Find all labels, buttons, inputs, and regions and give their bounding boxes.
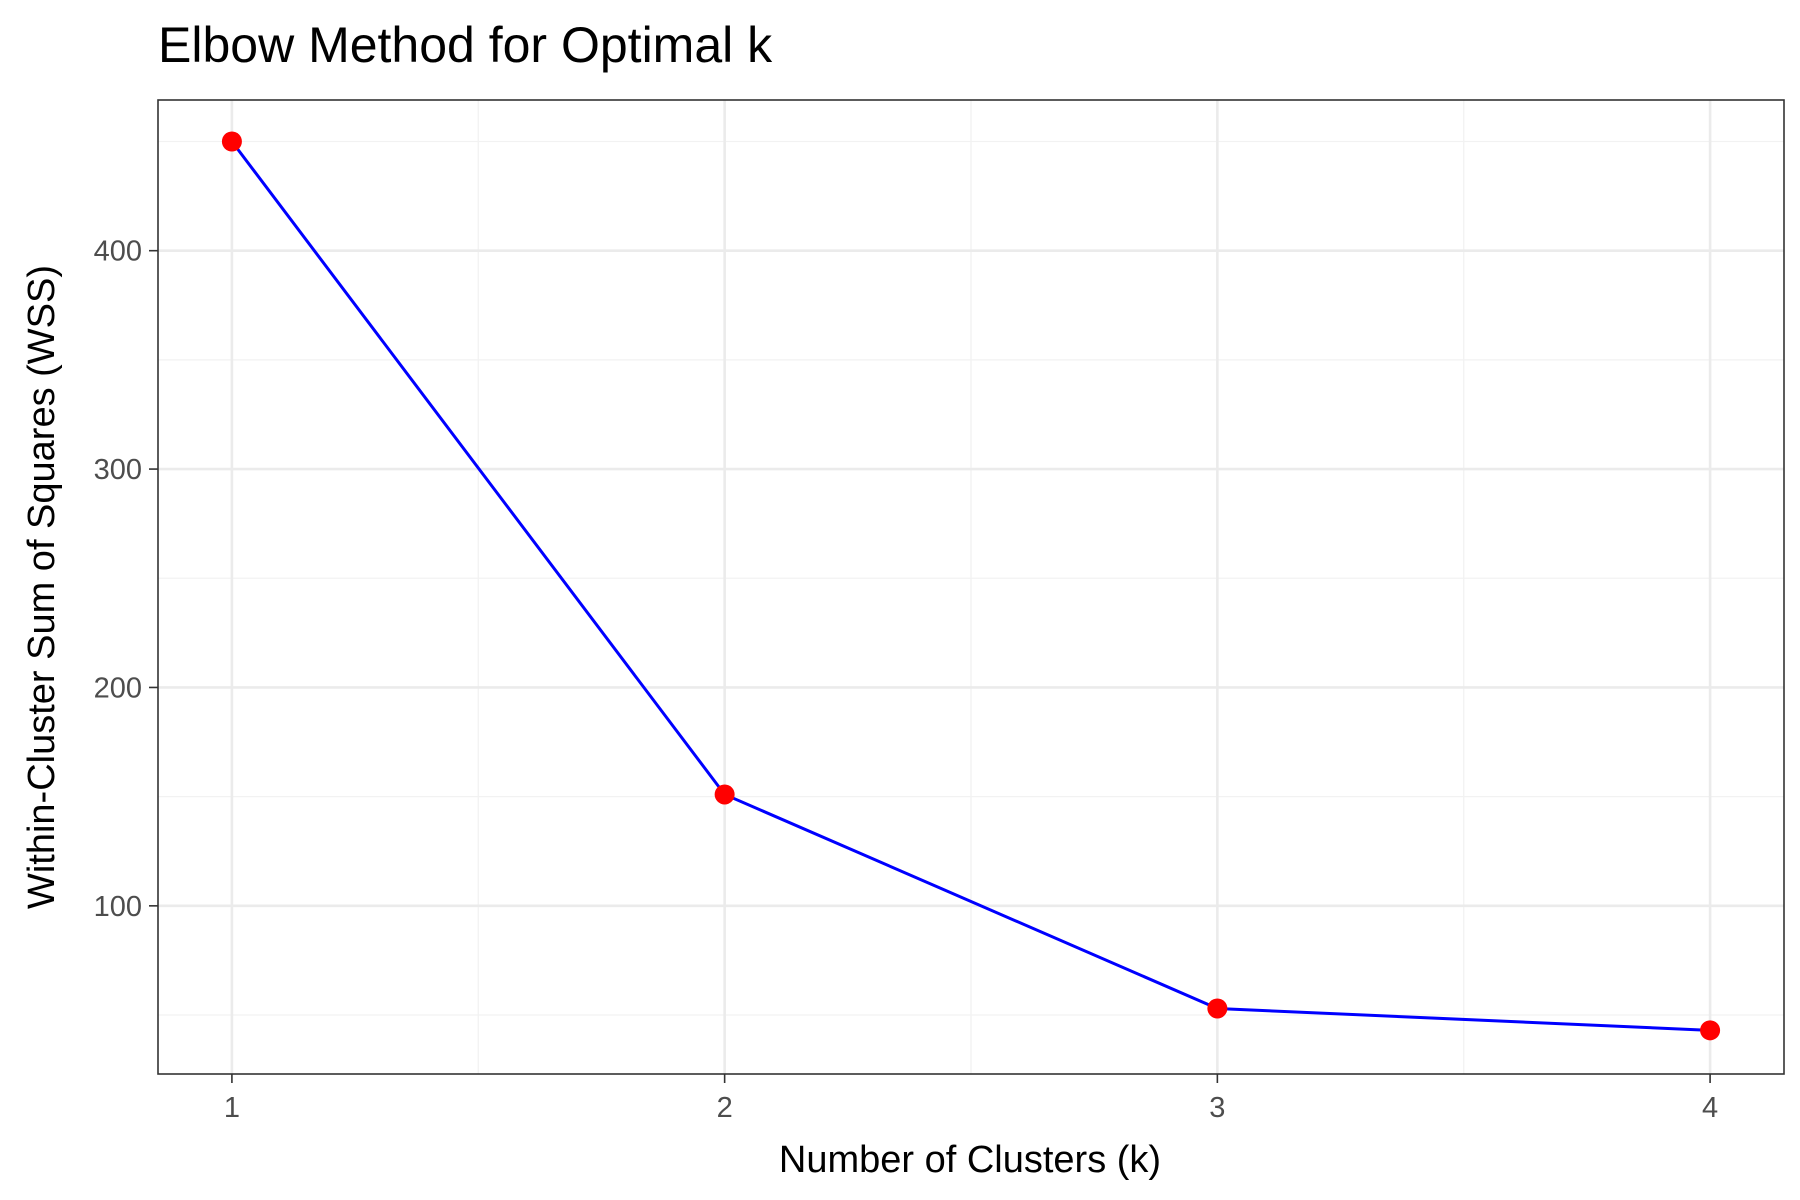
x-tick-label: 4 (1702, 1092, 1718, 1124)
wss-series-line (230, 140, 1711, 1032)
y-axis: 100 200 300 400 (94, 236, 158, 923)
x-axis-title: Number of Clusters (k) (779, 1139, 1161, 1181)
wss-data-points (221, 131, 1721, 1041)
minor-gridlines (158, 100, 1784, 1074)
x-tick-label: 3 (1209, 1092, 1225, 1124)
major-gridlines (158, 100, 1784, 1074)
x-axis: 1 2 3 4 (224, 1074, 1718, 1124)
y-axis-title: Within-Cluster Sum of Squares (WSS) (21, 265, 63, 909)
data-point (221, 131, 242, 152)
y-tick-label: 300 (94, 454, 142, 486)
plot-panel-border (157, 99, 1785, 1075)
data-point (1700, 1020, 1721, 1041)
x-tick-label: 2 (717, 1092, 733, 1124)
data-point (714, 784, 735, 805)
y-tick-label: 400 (94, 236, 142, 268)
x-tick-label: 1 (224, 1092, 240, 1124)
y-tick-label: 200 (94, 672, 142, 704)
y-tick-label: 100 (94, 891, 142, 923)
data-point (1207, 998, 1228, 1019)
chart-title: Elbow Method for Optimal k (158, 17, 773, 73)
